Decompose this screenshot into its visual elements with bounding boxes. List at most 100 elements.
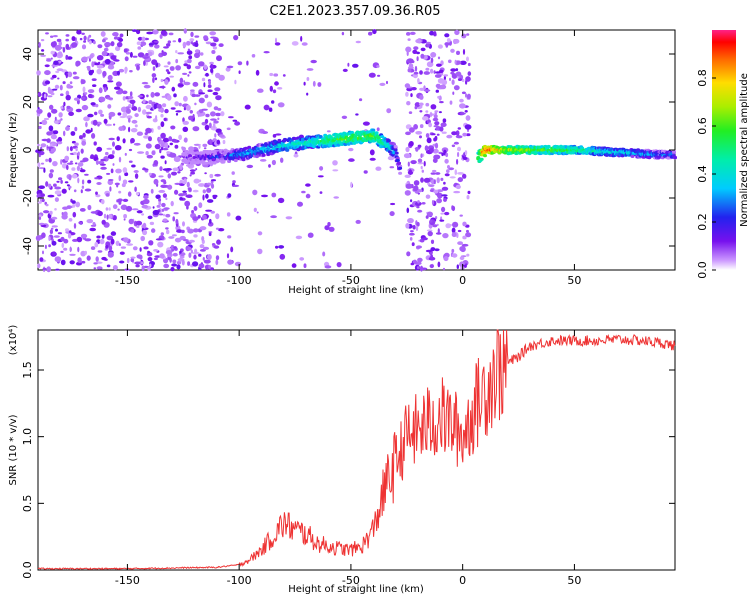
noise-speckle: [41, 198, 45, 203]
noise-speckle: [110, 41, 115, 47]
noise-speckle: [74, 162, 78, 165]
noise-speckle: [436, 177, 440, 184]
noise-speckle: [81, 260, 86, 264]
noise-speckle: [453, 141, 459, 145]
noise-speckle: [176, 229, 183, 233]
noise-speckle: [77, 246, 80, 253]
noise-speckle: [83, 35, 87, 41]
noise-speckle: [215, 95, 222, 101]
noise-speckle: [457, 152, 460, 157]
signal-cell: [389, 141, 394, 145]
noise-speckle: [64, 181, 69, 184]
noise-speckle: [128, 160, 133, 163]
noise-speckle: [105, 151, 109, 156]
noise-speckle: [131, 119, 138, 124]
noise-speckle: [116, 42, 123, 48]
noise-speckle: [174, 237, 182, 243]
noise-speckle: [187, 74, 190, 77]
noise-speckle: [47, 88, 54, 95]
noise-speckle: [227, 235, 232, 239]
noise-speckle: [38, 222, 45, 226]
noise-speckle: [193, 178, 200, 184]
noise-speckle: [425, 194, 431, 199]
noise-speckle: [257, 231, 263, 236]
noise-speckle: [170, 107, 176, 110]
noise-speckle: [178, 84, 184, 87]
noise-speckle: [53, 35, 58, 38]
noise-speckle: [36, 108, 43, 114]
noise-speckle: [98, 87, 103, 94]
noise-speckle: [404, 83, 411, 89]
noise-speckle: [40, 162, 45, 165]
noise-speckle: [128, 218, 134, 225]
noise-speckle: [285, 216, 293, 220]
noise-speckle: [59, 84, 63, 91]
signal-cell: [285, 148, 290, 152]
noise-speckle: [271, 159, 276, 166]
noise-speckle: [76, 165, 80, 172]
noise-speckle: [88, 34, 92, 38]
noise-speckle: [451, 248, 455, 253]
snr-panel: -150 -100 -50 0 50 0.0 0.5 1.0 1.5 Height of str…: [8, 325, 676, 595]
noise-speckle: [89, 40, 92, 45]
noise-speckle: [56, 180, 60, 183]
noise-speckle: [81, 96, 86, 100]
noise-speckle: [291, 263, 297, 268]
noise-speckle: [462, 235, 467, 240]
noise-speckle: [90, 102, 96, 106]
signal-cell: [195, 151, 200, 155]
noise-speckle: [105, 207, 109, 211]
noise-speckle: [153, 103, 157, 110]
noise-speckle: [319, 166, 324, 171]
noise-speckle: [47, 194, 55, 198]
noise-speckle: [178, 134, 183, 140]
noise-speckle: [235, 215, 242, 221]
colorbar-tick-label: 0.0: [696, 261, 709, 279]
noise-speckle: [441, 131, 447, 134]
noise-speckle: [448, 59, 452, 64]
noise-speckle: [142, 229, 148, 236]
noise-speckle: [257, 88, 264, 93]
noise-speckle: [164, 108, 169, 114]
noise-speckle: [190, 171, 196, 175]
noise-speckle: [58, 119, 62, 123]
snr-xtick-label: -100: [227, 574, 252, 587]
noise-speckle: [152, 206, 155, 209]
noise-speckle: [117, 208, 120, 211]
colorbar-tick-label: 0.4: [696, 165, 709, 183]
noise-speckle: [142, 56, 149, 59]
noise-speckle: [62, 81, 66, 85]
noise-speckle: [193, 254, 197, 260]
noise-speckle: [71, 140, 76, 144]
noise-speckle: [386, 108, 392, 114]
noise-speckle: [123, 218, 126, 221]
noise-speckle: [56, 141, 63, 145]
noise-speckle: [129, 70, 133, 73]
noise-speckle: [50, 35, 54, 38]
snr-frame: [37, 329, 676, 571]
noise-speckle: [430, 254, 433, 259]
noise-speckle: [74, 142, 79, 146]
noise-speckle: [227, 193, 232, 198]
noise-speckle: [106, 147, 113, 150]
noise-speckle: [306, 77, 310, 81]
noise-speckle: [454, 29, 460, 36]
noise-speckle: [332, 160, 338, 166]
noise-speckle: [77, 151, 80, 156]
noise-speckle: [139, 247, 142, 252]
noise-speckle: [56, 68, 64, 72]
noise-speckle: [170, 244, 175, 250]
noise-speckle: [182, 190, 187, 193]
noise-speckle: [114, 145, 122, 151]
noise-speckle: [182, 120, 189, 125]
noise-speckle: [268, 107, 273, 112]
noise-speckle: [104, 58, 111, 65]
signal-cell: [376, 136, 381, 140]
noise-speckle: [205, 113, 210, 118]
noise-speckle: [407, 68, 412, 73]
spectrogram-ticks: -150 -100 -50 0 50 -40 -20 0 20 40: [21, 30, 675, 287]
noise-speckle: [71, 36, 76, 42]
noise-speckle: [206, 101, 213, 108]
noise-speckle: [198, 263, 205, 269]
noise-speckle: [324, 265, 332, 269]
